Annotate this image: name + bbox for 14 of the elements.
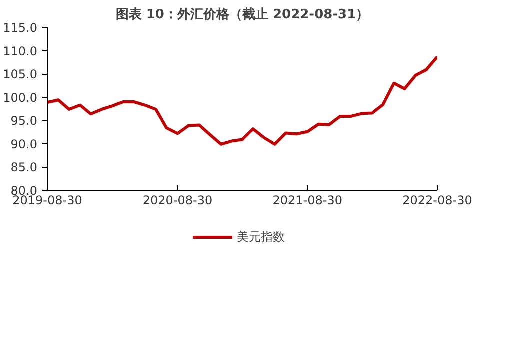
y-tick-label: 85.0 xyxy=(10,160,38,175)
y-tick-label: 110.0 xyxy=(3,44,38,58)
x-tick-label: 2022-08-30 xyxy=(402,194,472,208)
chart-title: 图表 10：外汇价格（截止 2022-08-31） xyxy=(116,8,370,22)
legend-label: 美元指数 xyxy=(237,228,285,246)
y-tick-label: 90.0 xyxy=(10,137,38,152)
y-tick-label: 115.0 xyxy=(3,21,38,35)
x-tick-label: 2020-08-30 xyxy=(142,194,213,208)
x-tick-label: 2019-08-30 xyxy=(12,194,82,208)
y-tick-label: 95.0 xyxy=(10,114,38,128)
y-tick-label: 105.0 xyxy=(3,68,38,82)
x-tick-label: 2021-08-30 xyxy=(272,194,342,208)
line-series xyxy=(48,55,438,146)
y-tick-label: 100.0 xyxy=(3,90,38,105)
